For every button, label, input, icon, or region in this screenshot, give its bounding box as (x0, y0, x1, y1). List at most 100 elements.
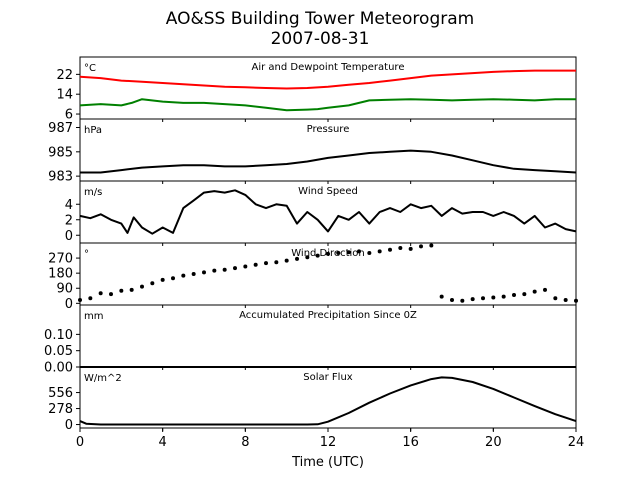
panel-1-unit-label: °C (84, 63, 96, 74)
x-axis-tick-label-3: 12 (320, 435, 337, 450)
x-axis-tick-label-2: 8 (241, 435, 249, 450)
panel-4-point-48 (574, 298, 578, 303)
x-axis: 0 4 8 12 16 20 24 (76, 428, 584, 450)
panel-4-point-44 (532, 289, 537, 294)
panel-4-point-1 (88, 296, 93, 301)
panel-4-point-23 (315, 253, 320, 258)
panel-4-point-3 (109, 292, 113, 297)
panel-1-ytick-label-0: 6 (65, 108, 73, 123)
panel-4-point-8 (160, 277, 165, 282)
panel-4-point-36 (450, 297, 454, 302)
panel-4-point-31 (398, 246, 403, 251)
panel-6-series-line-0 (79, 376, 577, 426)
panel-3-ytick-label-0: 0 (65, 229, 73, 244)
panel-4-point-33 (419, 244, 423, 249)
panel-4-point-28 (367, 251, 372, 256)
panel-5-ytick-label-1: 0.05 (44, 344, 73, 359)
panel-4-point-15 (233, 266, 237, 271)
panel-4-point-13 (212, 268, 217, 273)
panel-6-ytick-label-1: 278 (48, 402, 73, 417)
panel-4-point-27 (357, 249, 361, 254)
panel-4-point-42 (512, 292, 516, 297)
panel-2-series-line-0 (80, 149, 577, 174)
panel-1: 6 14 22 °C Air and Dewpoint Temperature (56, 56, 577, 123)
x-axis-label: Time (UTC) (291, 455, 364, 470)
panel-4-point-12 (202, 270, 206, 275)
panel-4-point-14 (222, 267, 227, 272)
panel-4-point-5 (129, 287, 134, 292)
panel-4-point-16 (243, 264, 248, 269)
x-axis-tick-label-4: 16 (402, 435, 419, 450)
panel-5-unit-label: mm (84, 311, 103, 322)
panel-6-ytick-label-0: 0 (65, 418, 73, 433)
panel-4-point-10 (181, 273, 186, 278)
panel-4-point-47 (563, 297, 568, 302)
panel-6-ytick-label-2: 556 (48, 386, 73, 401)
x-axis-tick-label-6: 24 (568, 435, 585, 450)
panel-4-point-22 (305, 255, 310, 260)
panel-4-point-20 (284, 258, 289, 263)
panel-5-ytick-label-0: 0.00 (44, 361, 73, 376)
panel-4-point-19 (274, 260, 279, 265)
panel-4-point-4 (119, 288, 124, 293)
panel-1-ytick-label-1: 14 (56, 88, 73, 103)
panel-4-point-35 (439, 294, 444, 299)
panel-4-point-25 (336, 251, 341, 256)
panel-4-point-45 (543, 287, 547, 292)
panel-4-point-29 (377, 249, 382, 254)
panel-4-point-34 (429, 243, 434, 248)
panel-4-ytick-label-3: 270 (48, 252, 73, 267)
panel-4-point-9 (171, 276, 175, 281)
figure-subtitle-date: 2007-08-31 (271, 29, 370, 49)
panel-4-point-46 (553, 296, 558, 301)
panel-4-ytick-label-0: 0 (65, 297, 73, 312)
panel-1-series-line-1 (79, 98, 576, 112)
panel-4-point-26 (346, 250, 351, 255)
panel-4-point-18 (264, 261, 268, 266)
panel-1-title: Air and Dewpoint Temperature (252, 62, 405, 73)
panel-3-series-line-0 (79, 189, 577, 235)
panel-4-point-43 (522, 292, 527, 297)
panel-1-ytick-label-2: 22 (56, 68, 73, 83)
x-axis-tick-label-0: 0 (76, 435, 84, 450)
panel-4-ytick-label-1: 90 (56, 282, 73, 297)
panel-3-ytick-label-2: 4 (65, 198, 73, 213)
panel-2-title: Pressure (307, 124, 350, 135)
panel-5-ytick-label-2: 0.10 (44, 328, 73, 343)
x-axis-tick-label-1: 4 (159, 435, 167, 450)
panel-1-series-line-0 (79, 69, 576, 90)
panel-4-point-39 (481, 296, 485, 301)
panel-3-unit-label: m/s (84, 187, 102, 198)
panel-6-unit-label: W/m^2 (84, 373, 122, 384)
panel-4-point-21 (295, 256, 299, 261)
panel-4-point-30 (388, 247, 392, 252)
panel-4-point-11 (191, 272, 196, 276)
x-axis-tick-label-5: 20 (485, 435, 502, 450)
panel-6-title: Solar Flux (303, 372, 353, 383)
panel-4-unit-label: ° (84, 249, 89, 260)
panel-4-point-0 (78, 297, 82, 302)
panel-4-ytick-label-2: 180 (48, 267, 73, 282)
panel-4-point-6 (140, 284, 144, 289)
panel-4-point-17 (253, 262, 258, 267)
panel-4-point-7 (150, 281, 155, 286)
panel-4-point-24 (326, 251, 330, 256)
panel-2-unit-label: hPa (84, 125, 102, 136)
panel-2-ytick-label-2: 987 (48, 121, 73, 136)
panel-4-point-38 (470, 297, 475, 302)
figure-title: AO&SS Building Tower Meteorogram (166, 9, 474, 29)
panel-3: 024 m/s Wind Speed (65, 180, 577, 246)
panel-4-point-32 (408, 246, 413, 251)
panels-group: 6 14 22 °C Air and Dewpoint Temperature 983 98… (44, 56, 578, 433)
panel-4-point-40 (491, 295, 496, 300)
panel-2-ytick-label-0: 983 (48, 170, 73, 185)
panel-3-ytick-label-1: 2 (65, 213, 73, 228)
panel-5-title: Accumulated Precipitation Since 0Z (239, 310, 417, 321)
panel-3-title: Wind Speed (298, 186, 358, 197)
panel-4-point-37 (460, 298, 465, 303)
panel-2-ytick-label-1: 985 (48, 145, 73, 160)
